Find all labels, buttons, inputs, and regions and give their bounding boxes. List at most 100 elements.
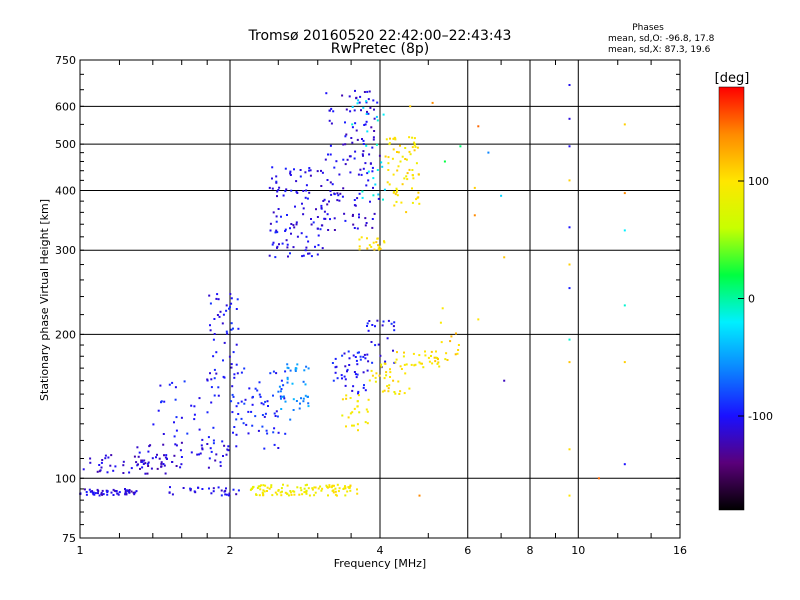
data-point <box>413 143 416 146</box>
data-point <box>359 358 362 361</box>
data-point <box>299 402 301 405</box>
data-point <box>272 394 274 397</box>
data-point <box>261 425 264 428</box>
data-point <box>275 215 278 218</box>
data-point <box>412 177 415 180</box>
data-point <box>363 384 365 387</box>
data-point <box>147 465 150 467</box>
data-point <box>357 99 360 102</box>
data-point <box>336 199 339 202</box>
data-point <box>305 491 308 494</box>
data-point <box>173 421 175 424</box>
x-tick-label: 2 <box>227 544 234 557</box>
data-point <box>444 358 447 361</box>
data-point <box>344 163 347 166</box>
data-point <box>292 490 295 493</box>
data-point <box>237 402 240 405</box>
data-point <box>417 191 420 194</box>
data-point <box>568 448 571 451</box>
data-point <box>113 489 116 492</box>
data-point <box>146 462 149 465</box>
data-point <box>430 355 432 357</box>
data-point <box>273 443 276 446</box>
data-point <box>98 494 101 497</box>
data-point <box>223 490 226 493</box>
data-point <box>89 461 92 464</box>
data-point <box>332 379 335 382</box>
data-point <box>289 491 292 494</box>
data-point <box>354 89 356 92</box>
data-point <box>351 424 353 427</box>
data-point <box>333 484 335 487</box>
data-point <box>342 187 345 190</box>
data-point <box>344 135 347 138</box>
data-point <box>242 422 245 425</box>
data-point <box>393 204 396 207</box>
data-point <box>343 352 346 355</box>
data-point <box>190 404 193 407</box>
data-point <box>233 373 236 376</box>
data-point <box>257 485 260 488</box>
data-point <box>287 367 290 370</box>
data-point <box>454 353 457 356</box>
colorbar-label: [deg] <box>715 71 750 86</box>
data-point <box>282 384 285 387</box>
data-point <box>101 459 104 461</box>
data-point <box>344 365 347 368</box>
data-point <box>341 414 344 417</box>
data-point <box>357 429 359 432</box>
data-point <box>344 219 347 222</box>
data-point <box>302 397 305 400</box>
data-point <box>235 445 238 448</box>
data-point <box>330 486 333 489</box>
data-point <box>251 424 254 427</box>
data-point <box>392 325 395 328</box>
data-point <box>356 423 359 426</box>
data-point <box>344 494 347 497</box>
data-point <box>379 354 382 357</box>
data-point <box>349 412 352 415</box>
data-point <box>193 490 196 493</box>
data-point <box>277 208 280 210</box>
y-tick-label: 400 <box>55 184 76 197</box>
data-point <box>365 408 368 411</box>
data-point <box>207 466 210 469</box>
data-point <box>326 179 329 181</box>
data-point <box>335 365 338 368</box>
data-point <box>387 319 390 322</box>
data-point <box>159 384 162 387</box>
data-point <box>401 183 404 186</box>
data-point <box>250 487 253 490</box>
data-point <box>93 493 96 496</box>
data-point <box>372 177 375 180</box>
data-point <box>363 124 366 126</box>
data-point <box>387 156 390 159</box>
data-point <box>623 463 626 466</box>
data-point <box>216 293 219 296</box>
data-point <box>235 493 238 496</box>
data-point <box>266 432 269 435</box>
data-point <box>316 227 319 230</box>
data-point <box>353 227 356 229</box>
data-point <box>324 158 327 161</box>
data-point <box>397 380 400 383</box>
data-point <box>279 390 282 393</box>
data-point <box>261 414 264 416</box>
data-point <box>122 472 125 474</box>
data-point <box>96 488 99 491</box>
data-point <box>457 349 460 351</box>
data-point <box>438 365 441 368</box>
data-point <box>198 453 200 456</box>
data-point <box>286 376 289 379</box>
data-point <box>100 461 103 464</box>
data-point <box>237 413 240 415</box>
data-point <box>223 341 226 344</box>
data-point <box>276 245 279 248</box>
data-point <box>370 369 373 372</box>
data-point <box>345 397 348 400</box>
data-point <box>351 106 354 108</box>
data-point <box>334 493 337 496</box>
data-point <box>366 90 369 93</box>
data-point <box>169 486 171 489</box>
data-point <box>358 192 361 195</box>
